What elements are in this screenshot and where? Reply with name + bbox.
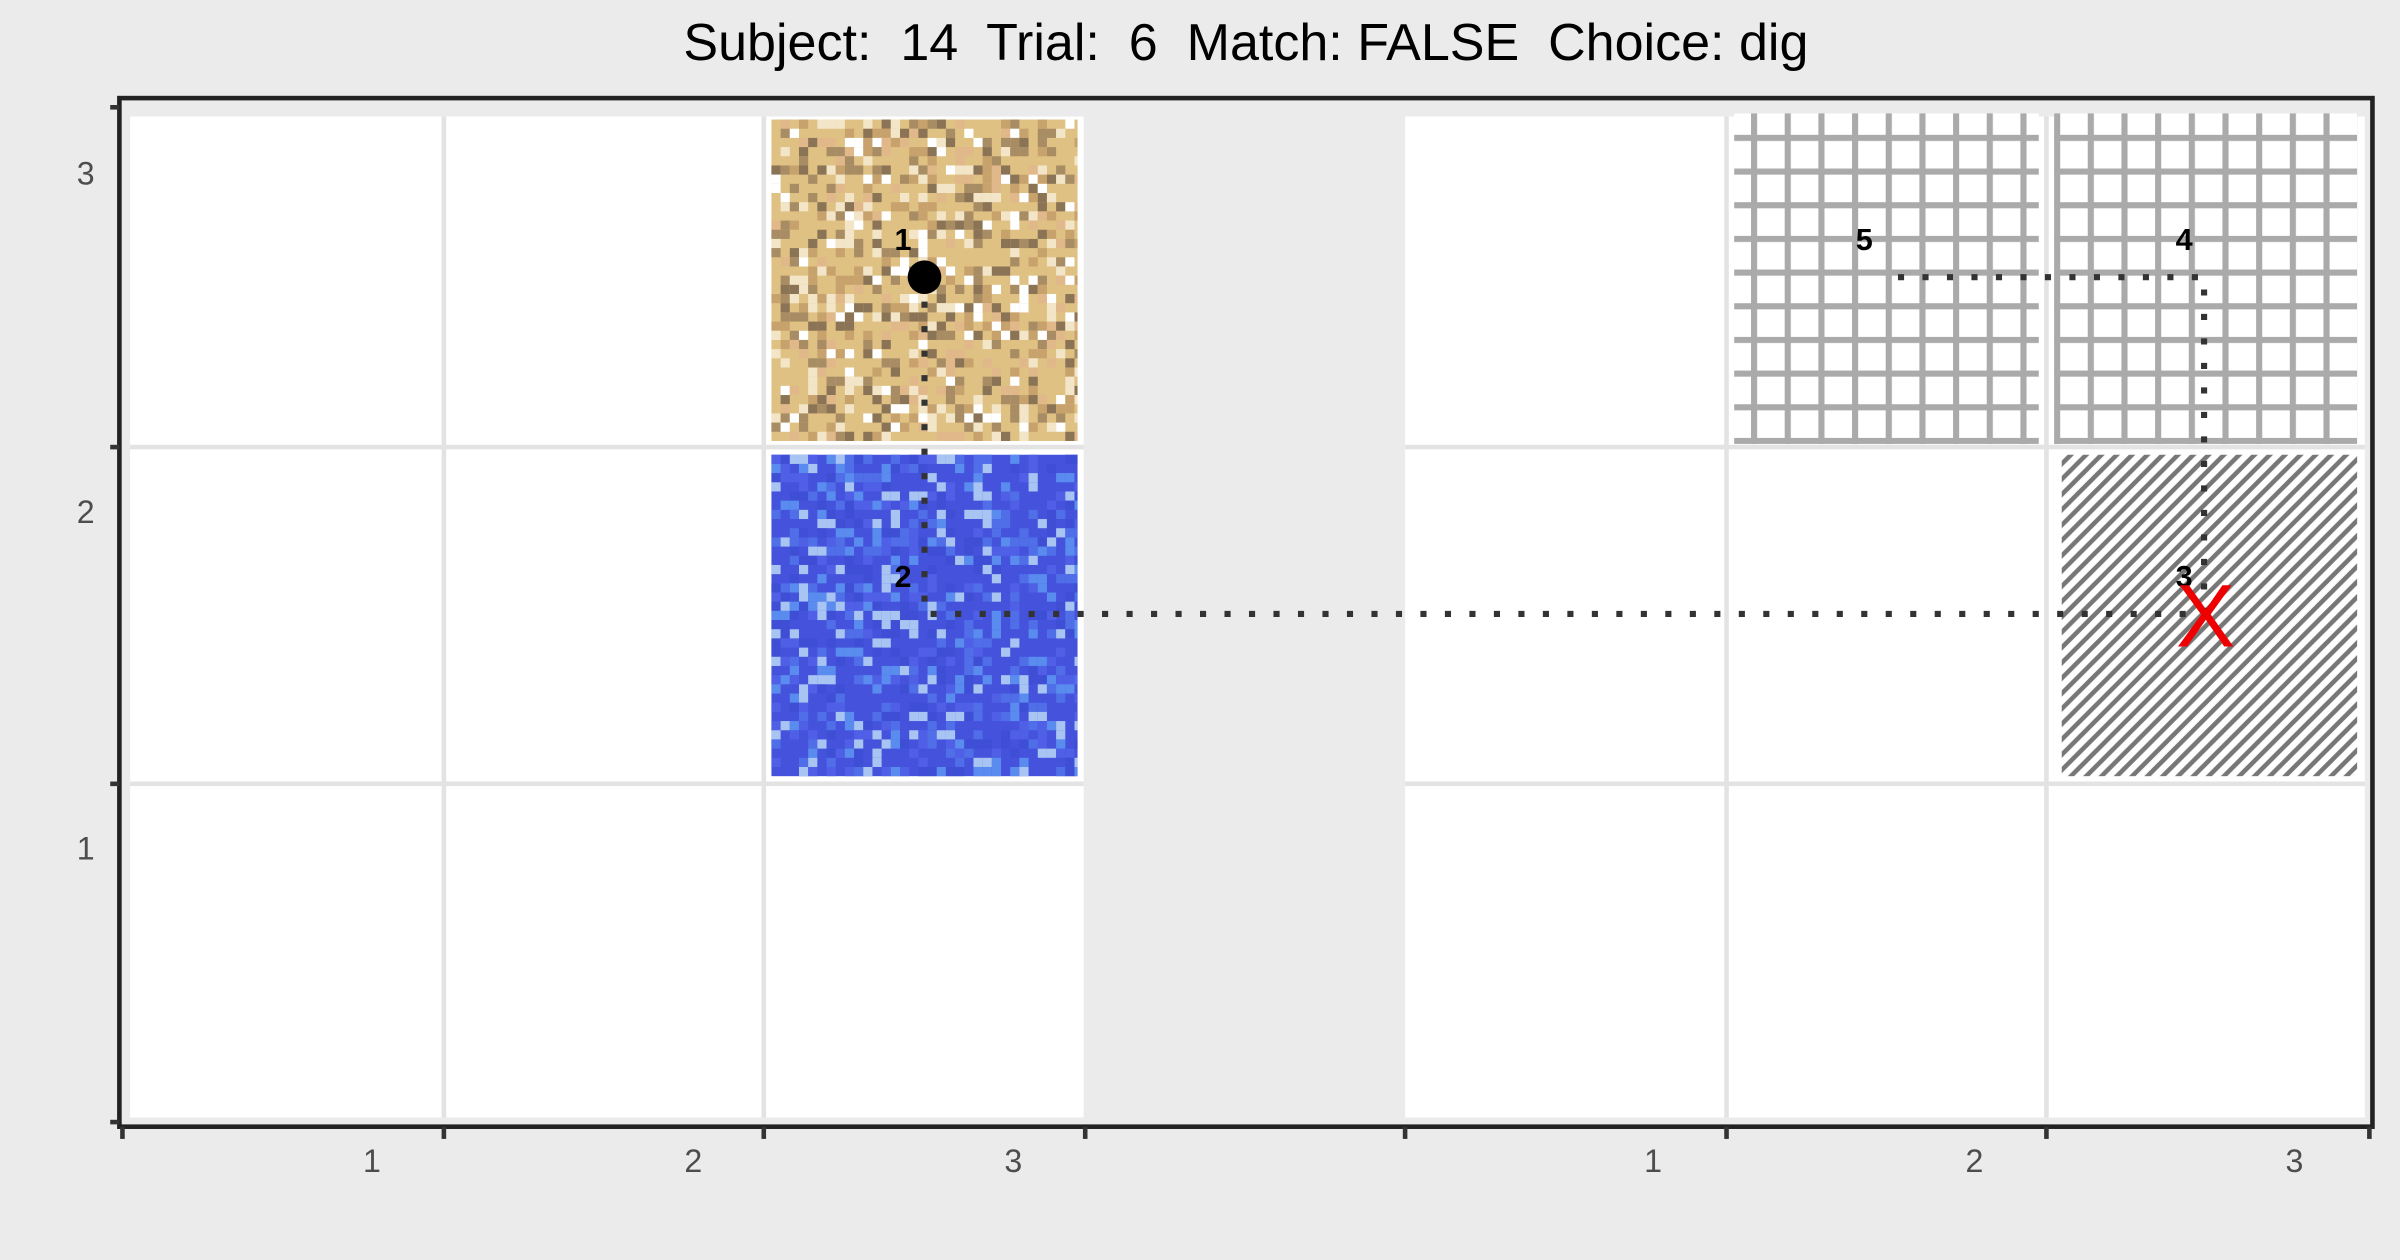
noise-texture xyxy=(771,454,1078,777)
step-label: 3 xyxy=(2176,560,2193,594)
x-tick-label: 1 xyxy=(363,1143,381,1179)
route xyxy=(921,274,2208,617)
y-tick-label: 3 xyxy=(77,156,95,192)
ticks xyxy=(110,105,2372,1139)
step-label: 4 xyxy=(2176,223,2193,257)
grid-texture xyxy=(1734,113,2039,445)
title: Subject: 14 Trial: 6 Match: FALSE Choice… xyxy=(683,14,1808,72)
x-tick-label: 1 xyxy=(1644,1143,1662,1179)
step-label: 1 xyxy=(895,223,912,257)
start-point xyxy=(907,260,942,295)
x-tick-label: 3 xyxy=(2285,1143,2303,1179)
step-label: 5 xyxy=(1856,223,1873,257)
x-tick-label: 2 xyxy=(684,1143,702,1179)
step-label: 2 xyxy=(895,560,912,594)
y-tick-label: 1 xyxy=(77,831,95,867)
noise-texture xyxy=(771,119,1078,441)
textures xyxy=(771,113,2358,777)
x-tick-label: 3 xyxy=(1004,1143,1022,1179)
y-tick-label: 2 xyxy=(77,494,95,530)
choice-marker: X xyxy=(2176,567,2235,666)
frame xyxy=(117,95,2375,1129)
x-tick-label: 2 xyxy=(1966,1143,1984,1179)
